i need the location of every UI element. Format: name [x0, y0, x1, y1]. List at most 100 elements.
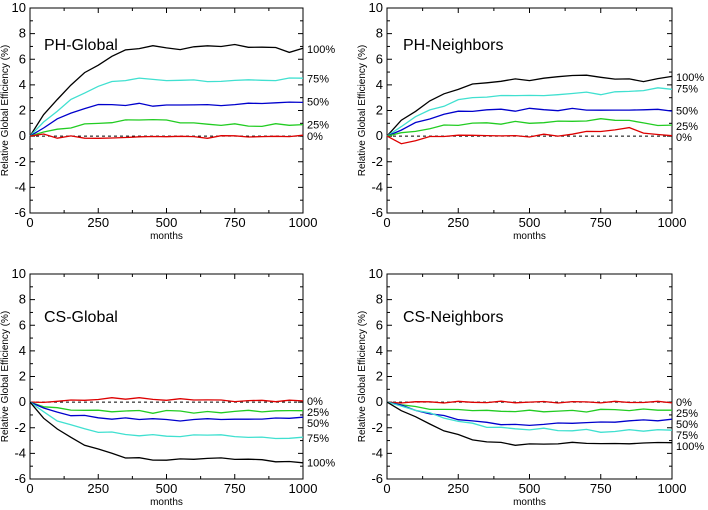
- y-tick-label: 4: [19, 343, 26, 358]
- series-line-75pct: [29, 77, 304, 137]
- series-end-label: 0%: [307, 396, 323, 408]
- y-tick-label: -6: [14, 205, 26, 220]
- y-tick-label: -2: [14, 154, 26, 169]
- y-axis-label: Relative Global Efficiency (%): [0, 45, 11, 177]
- series-line-100pct: [29, 43, 304, 137]
- x-axis-label: months: [150, 497, 183, 508]
- series-end-label: 25%: [676, 408, 698, 420]
- panel-title: PH-Neighbors: [403, 37, 503, 54]
- panel-title: PH-Global: [44, 37, 118, 54]
- y-tick-label: 8: [19, 26, 26, 41]
- x-tick-label: 750: [590, 481, 612, 496]
- x-axis-label: months: [513, 497, 546, 508]
- series-line-25pct: [29, 118, 304, 137]
- series-end-label: 50%: [676, 106, 698, 118]
- series-line-0pct: [29, 133, 304, 139]
- x-axis-label: months: [513, 231, 546, 242]
- series-end-label: 25%: [676, 121, 698, 133]
- series-line-50pct: [386, 107, 673, 137]
- y-tick-label: -2: [14, 420, 26, 435]
- series-line-0pct: [386, 400, 673, 404]
- series-line-50pct: [386, 401, 673, 427]
- series-end-label: 50%: [307, 418, 329, 430]
- x-tick-label: 1000: [289, 215, 318, 230]
- x-tick-label: 0: [26, 481, 33, 496]
- series-end-label: 100%: [676, 72, 704, 84]
- series-end-label: 100%: [676, 441, 704, 453]
- y-tick-label: 10: [369, 0, 383, 15]
- y-tick-label: 4: [19, 77, 26, 92]
- series-line-0pct: [386, 126, 673, 145]
- series-end-label: 0%: [307, 131, 323, 143]
- y-tick-label: 2: [19, 103, 26, 118]
- series-line-25pct: [386, 401, 672, 413]
- series-line-0pct: [29, 397, 304, 404]
- y-tick-label: 10: [12, 266, 26, 281]
- y-tick-label: 6: [19, 317, 26, 332]
- y-tick-label: 0: [19, 128, 26, 143]
- panel-title: CS-Global: [44, 309, 118, 326]
- y-tick-label: 2: [376, 103, 383, 118]
- x-tick-label: 1000: [658, 215, 687, 230]
- chart-panel-2: -6 -4 -2 0 2 4 6 8 10 0 250 500 750 1000 months Relativ…: [357, 0, 704, 242]
- x-tick-label: 250: [447, 215, 469, 230]
- y-tick-label: -4: [371, 179, 383, 194]
- y-tick-label: 6: [376, 317, 383, 332]
- x-tick-label: 250: [447, 481, 469, 496]
- series-line-25pct: [29, 401, 304, 414]
- x-tick-label: 750: [224, 481, 246, 496]
- y-tick-label: 2: [376, 369, 383, 384]
- series-line-75pct: [386, 401, 673, 433]
- y-tick-label: 10: [12, 0, 26, 15]
- y-tick-label: 0: [376, 128, 383, 143]
- y-axis-label: Relative Global Efficiency (%): [357, 45, 368, 177]
- series-line-100pct: [29, 401, 304, 464]
- y-tick-label: 8: [19, 292, 26, 307]
- y-tick-label: 0: [376, 394, 383, 409]
- x-axis-label: months: [150, 231, 183, 242]
- y-tick-label: 8: [376, 26, 383, 41]
- series-end-label: 50%: [307, 97, 329, 109]
- y-axis-label: Relative Global Efficiency (%): [357, 311, 368, 443]
- series-line-75pct: [386, 87, 673, 137]
- series-end-label: 25%: [307, 407, 329, 419]
- chart-panel-3: -6 -4 -2 0 2 4 6 8 10 0 250 500 750 1000 months Relativ…: [0, 266, 335, 508]
- y-tick-label: -6: [371, 205, 383, 220]
- y-tick-label: -2: [371, 154, 383, 169]
- x-tick-label: 500: [156, 215, 178, 230]
- x-tick-label: 250: [87, 215, 109, 230]
- series-line-50pct: [29, 401, 304, 422]
- panel-title: CS-Neighbors: [403, 309, 503, 326]
- y-tick-label: -4: [14, 179, 26, 194]
- y-tick-label: 2: [19, 369, 26, 384]
- y-tick-label: -2: [371, 420, 383, 435]
- x-tick-label: 1000: [289, 481, 318, 496]
- x-tick-label: 0: [26, 215, 33, 230]
- y-tick-label: -4: [371, 445, 383, 460]
- chart-panel-1: -6 -4 -2 0 2 4 6 8 10 0 250 500 750 1000 months Relativ…: [0, 0, 335, 242]
- y-tick-label: -4: [14, 445, 26, 460]
- y-tick-label: 8: [376, 292, 383, 307]
- chart-panel-4: -6 -4 -2 0 2 4 6 8 10 0 250 500 750 1000 months Relativ…: [357, 266, 704, 508]
- series-end-label: 25%: [307, 120, 329, 132]
- series-end-label: 75%: [307, 73, 329, 85]
- series-end-label: 100%: [307, 44, 335, 56]
- x-tick-label: 500: [519, 215, 541, 230]
- plot-frame: [29, 273, 304, 480]
- y-tick-label: 10: [369, 266, 383, 281]
- series-end-label: 100%: [307, 457, 335, 469]
- y-tick-label: 6: [19, 51, 26, 66]
- series-line-75pct: [29, 401, 304, 440]
- x-tick-label: 500: [156, 481, 178, 496]
- series-end-label: 75%: [676, 430, 698, 442]
- y-tick-label: 0: [19, 394, 26, 409]
- y-tick-label: -6: [14, 471, 26, 486]
- x-tick-label: 0: [383, 481, 390, 496]
- y-tick-label: 4: [376, 77, 383, 92]
- series-line-50pct: [29, 101, 304, 137]
- series-end-label: 0%: [676, 397, 692, 409]
- y-axis-label: Relative Global Efficiency (%): [0, 311, 11, 443]
- plot-frame: [386, 273, 673, 480]
- series-end-label: 75%: [307, 433, 329, 445]
